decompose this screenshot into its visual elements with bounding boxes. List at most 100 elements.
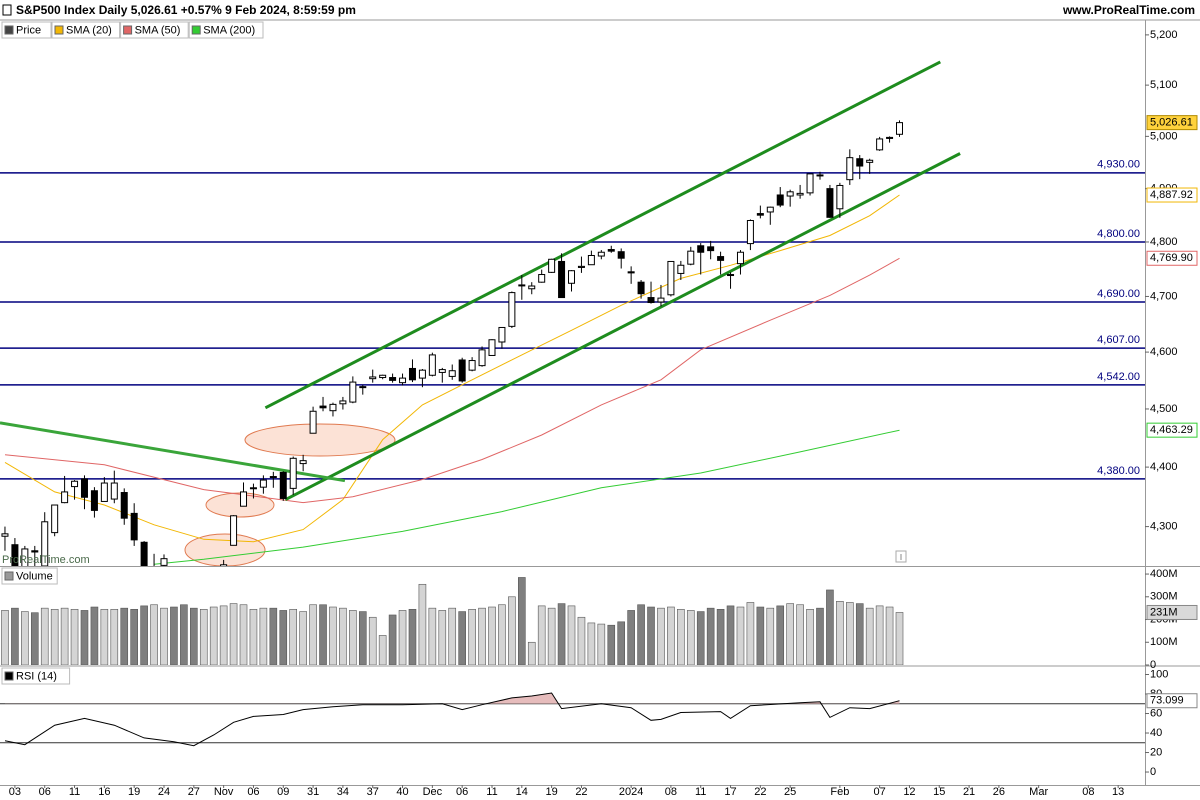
candle-body xyxy=(498,326,506,343)
y-tick-label: 5,200 xyxy=(1150,29,1178,41)
candle-body xyxy=(856,158,864,167)
volume-bar xyxy=(339,607,347,665)
trend-line xyxy=(284,152,961,502)
candle-body xyxy=(399,377,407,384)
volume-bar xyxy=(408,608,417,665)
candle-body xyxy=(518,284,526,287)
volume-bar xyxy=(846,602,854,665)
volume-bar xyxy=(239,604,248,665)
candle-body xyxy=(359,386,367,389)
candle-body xyxy=(577,265,585,268)
volume-bar xyxy=(736,606,745,665)
sma-line xyxy=(4,194,900,543)
volume-bar xyxy=(209,606,218,665)
candle-body xyxy=(31,550,39,553)
last-value-label: 73.099 xyxy=(1150,695,1184,707)
volume-bar xyxy=(567,605,576,665)
x-tick-label: 17 xyxy=(724,786,736,798)
candle-body xyxy=(1,533,9,537)
candle-body xyxy=(746,220,754,245)
candle-body xyxy=(309,410,317,434)
legend-swatch xyxy=(4,25,14,35)
last-value-label: 5,026.61 xyxy=(1150,117,1193,129)
volume-bar xyxy=(518,577,526,665)
volume-bar xyxy=(130,608,138,665)
last-value-tag: 73.099 xyxy=(1146,693,1198,709)
candle-body xyxy=(458,359,466,382)
candle-body xyxy=(428,354,436,376)
candle-body xyxy=(418,369,426,379)
volume-bar xyxy=(180,604,188,665)
volume-bar xyxy=(895,612,904,665)
y-tick-label: 300M xyxy=(1150,591,1178,603)
candle-body xyxy=(617,251,625,259)
x-tick-label: 08 xyxy=(1082,786,1094,798)
volume-bar xyxy=(527,641,536,665)
legend-swatch xyxy=(4,571,14,581)
x-tick-label: 13 xyxy=(1112,786,1124,798)
volume-bar xyxy=(80,610,89,665)
last-value-box xyxy=(1146,422,1198,438)
volume-bar xyxy=(199,608,208,665)
candle-body xyxy=(886,136,894,139)
volume-bar xyxy=(706,607,715,665)
volume-bar xyxy=(259,607,268,665)
volume-bar xyxy=(786,603,794,665)
trend-line xyxy=(0,421,346,483)
volume-bar xyxy=(120,607,129,665)
highlight-ellipse xyxy=(184,533,266,566)
last-value-label: 231M xyxy=(1150,606,1178,618)
last-value-label: 4,463.29 xyxy=(1150,424,1193,436)
y-tick-label: 4,300 xyxy=(1150,520,1178,532)
candle-body xyxy=(607,249,615,252)
candle-body xyxy=(558,260,566,299)
legend-label: Price xyxy=(16,24,41,36)
x-tick-label: 26 xyxy=(993,786,1005,798)
candle-body xyxy=(289,457,297,489)
volume-bar xyxy=(488,606,496,665)
last-value-tag: 4,769.90 xyxy=(1146,250,1198,266)
level-label: 4,380.00 xyxy=(1097,465,1140,477)
volume-bar xyxy=(686,610,695,665)
x-tick-label: 12 xyxy=(903,786,915,798)
candle-body xyxy=(120,492,128,519)
last-value-box xyxy=(1146,693,1198,709)
x-tick-label: 06 xyxy=(247,786,259,798)
candle-body xyxy=(816,174,824,177)
volume-bar xyxy=(696,611,705,665)
candle-body xyxy=(736,251,744,265)
volume-bar xyxy=(11,607,19,665)
candle-body xyxy=(61,491,69,504)
y-tick-label: 100M xyxy=(1150,636,1178,648)
candle-body xyxy=(697,245,705,253)
volume-bar xyxy=(50,608,59,665)
volume-bar xyxy=(677,608,685,665)
last-value-box xyxy=(1146,604,1198,620)
volume-bar xyxy=(627,610,635,665)
candle-body xyxy=(140,541,148,566)
candle-body xyxy=(329,403,337,412)
candle-body xyxy=(230,515,238,546)
x-tick-label: Mar xyxy=(1029,786,1048,798)
x-tick-label: 08 xyxy=(665,786,677,798)
candle-body xyxy=(836,184,844,210)
level-label: 4,607.00 xyxy=(1097,334,1140,346)
sma-line xyxy=(4,257,900,504)
volume-bar xyxy=(418,583,427,665)
volume-bar xyxy=(557,603,566,665)
volume-bar xyxy=(885,606,894,665)
candle-body xyxy=(846,157,854,181)
candle-body xyxy=(21,548,29,566)
volume-bar xyxy=(398,610,407,665)
volume-bar xyxy=(478,607,486,665)
sma-line xyxy=(154,429,900,565)
candle-body xyxy=(130,512,138,541)
candle-body xyxy=(349,381,357,403)
candle-body xyxy=(339,400,347,405)
last-value-tag: 4,463.29 xyxy=(1146,422,1198,438)
trendlines xyxy=(0,60,961,502)
y-tick-label: 4,800 xyxy=(1150,236,1178,248)
candle-body xyxy=(508,292,516,327)
last-value-box xyxy=(1146,187,1198,203)
y-tick-label: 0 xyxy=(1150,659,1156,671)
